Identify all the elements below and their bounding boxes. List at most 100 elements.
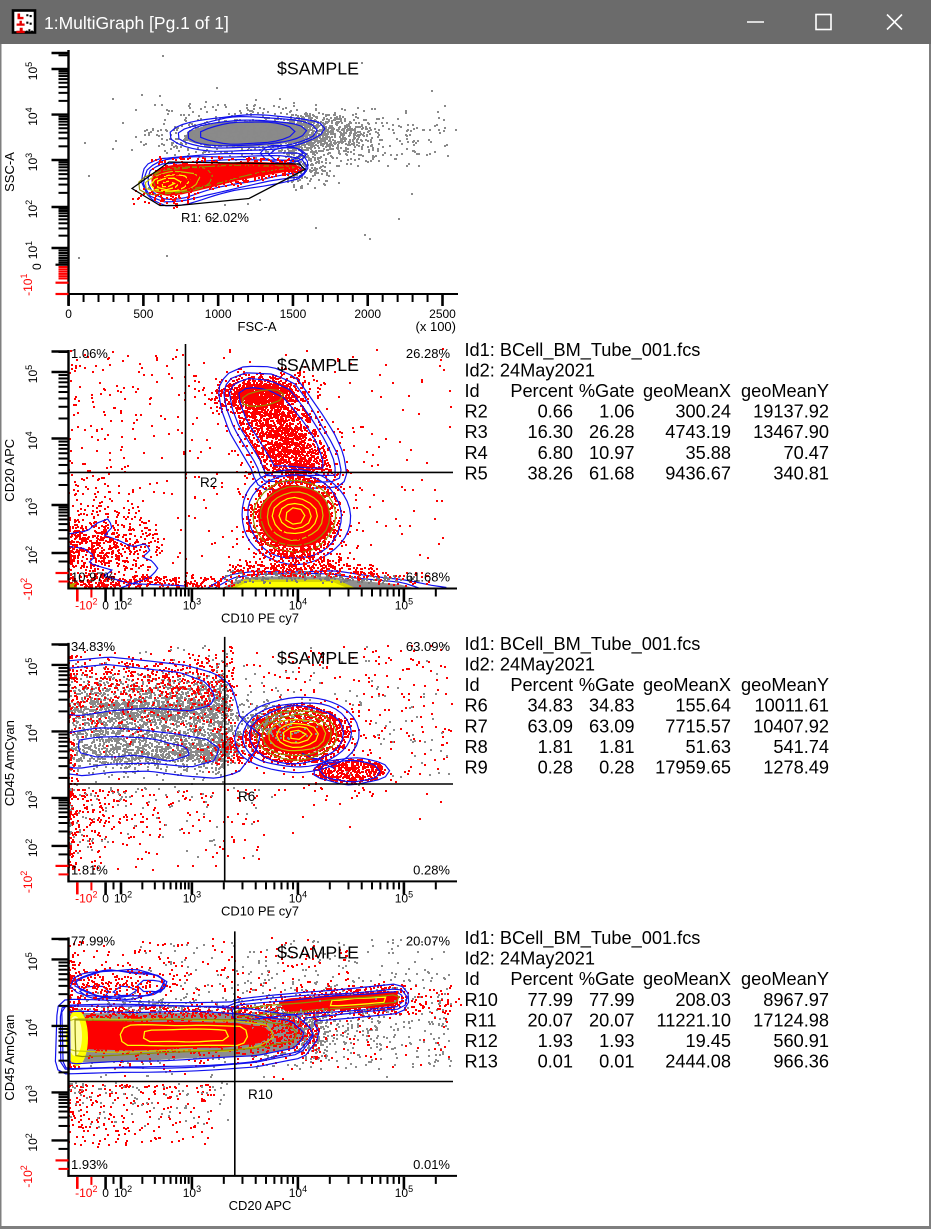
svg-text:Id1: BCell_BM_Tube_001.fcs: Id1: BCell_BM_Tube_001.fcs bbox=[465, 340, 701, 361]
svg-text:560.91: 560.91 bbox=[773, 1031, 829, 1051]
svg-text:CD10 PE cy7: CD10 PE cy7 bbox=[221, 611, 299, 626]
svg-text:Id: Id bbox=[465, 969, 480, 989]
svg-text:1278.49: 1278.49 bbox=[763, 758, 829, 778]
svg-text:102: 102 bbox=[24, 200, 40, 218]
svg-text:-102: -102 bbox=[75, 889, 97, 905]
svg-text:$SAMPLE: $SAMPLE bbox=[277, 648, 359, 668]
svg-text:102: 102 bbox=[114, 889, 132, 905]
svg-text:6.80: 6.80 bbox=[538, 443, 573, 463]
svg-text:1.93: 1.93 bbox=[599, 1031, 634, 1051]
svg-text:340.81: 340.81 bbox=[773, 463, 829, 483]
svg-text:105: 105 bbox=[24, 365, 40, 383]
svg-text:geoMeanY: geoMeanY bbox=[741, 381, 829, 401]
svg-text:966.36: 966.36 bbox=[773, 1052, 829, 1072]
svg-text:34.83%: 34.83% bbox=[71, 639, 116, 654]
svg-text:SSC-A: SSC-A bbox=[2, 152, 17, 192]
svg-text:R10: R10 bbox=[465, 990, 498, 1010]
svg-text:541.74: 541.74 bbox=[773, 737, 829, 757]
svg-text:R10: R10 bbox=[248, 1087, 273, 1102]
svg-text:4743.19: 4743.19 bbox=[665, 422, 731, 442]
svg-text:R1: 62.02%: R1: 62.02% bbox=[181, 210, 249, 225]
svg-text:77.99: 77.99 bbox=[527, 990, 573, 1010]
svg-text:1.81: 1.81 bbox=[599, 737, 634, 757]
svg-text:-102: -102 bbox=[19, 578, 35, 600]
svg-text:Percent: Percent bbox=[510, 969, 573, 989]
svg-text:103: 103 bbox=[183, 1184, 201, 1200]
svg-text:0: 0 bbox=[65, 307, 72, 321]
svg-text:34.83: 34.83 bbox=[589, 696, 635, 716]
svg-text:R4: R4 bbox=[465, 443, 488, 463]
svg-text:51.63: 51.63 bbox=[685, 737, 731, 757]
svg-text:103: 103 bbox=[183, 889, 201, 905]
svg-text:R11: R11 bbox=[465, 1010, 497, 1030]
svg-text:8967.97: 8967.97 bbox=[763, 990, 829, 1010]
svg-text:34.83: 34.83 bbox=[527, 696, 573, 716]
svg-text:R6: R6 bbox=[465, 696, 488, 716]
svg-text:-102: -102 bbox=[75, 1184, 97, 1200]
svg-text:CD20 APC: CD20 APC bbox=[2, 439, 17, 502]
svg-text:102: 102 bbox=[24, 839, 40, 857]
svg-text:geoMeanY: geoMeanY bbox=[741, 675, 829, 695]
svg-text:Id: Id bbox=[465, 381, 480, 401]
svg-text:1500: 1500 bbox=[280, 307, 307, 321]
svg-text:Id2: 24May2021: Id2: 24May2021 bbox=[465, 949, 595, 969]
svg-text:17959.65: 17959.65 bbox=[655, 758, 731, 778]
svg-text:208.03: 208.03 bbox=[675, 990, 731, 1010]
svg-text:-101: -101 bbox=[19, 274, 35, 296]
svg-text:61.68: 61.68 bbox=[589, 463, 635, 483]
svg-text:R7: R7 bbox=[465, 716, 488, 736]
svg-text:105: 105 bbox=[395, 597, 413, 613]
svg-text:105: 105 bbox=[24, 62, 40, 80]
svg-text:Id2: 24May2021: Id2: 24May2021 bbox=[465, 655, 595, 675]
svg-text:26.28: 26.28 bbox=[589, 422, 635, 442]
svg-text:R6: R6 bbox=[238, 789, 255, 804]
svg-text:63.09: 63.09 bbox=[589, 716, 635, 736]
svg-text:105: 105 bbox=[24, 952, 40, 970]
svg-text:38.26: 38.26 bbox=[527, 463, 573, 483]
svg-text:0.01: 0.01 bbox=[538, 1052, 573, 1072]
svg-text:105: 105 bbox=[395, 889, 413, 905]
svg-text:0.28: 0.28 bbox=[599, 758, 634, 778]
svg-text:2444.08: 2444.08 bbox=[665, 1052, 731, 1072]
svg-text:-102: -102 bbox=[19, 871, 35, 893]
svg-text:FSC-A: FSC-A bbox=[238, 319, 277, 334]
svg-text:500: 500 bbox=[133, 307, 153, 321]
svg-text:CD45 AmCyan: CD45 AmCyan bbox=[2, 720, 17, 806]
svg-text:104: 104 bbox=[24, 1019, 40, 1037]
svg-text:R12: R12 bbox=[465, 1031, 498, 1051]
svg-text:geoMeanX: geoMeanX bbox=[643, 675, 731, 695]
svg-text:R3: R3 bbox=[465, 422, 488, 442]
svg-text:geoMeanX: geoMeanX bbox=[643, 381, 731, 401]
svg-text:0.01: 0.01 bbox=[599, 1052, 634, 1072]
svg-text:9436.67: 9436.67 bbox=[665, 463, 731, 483]
svg-text:R9: R9 bbox=[465, 758, 488, 778]
svg-text:104: 104 bbox=[24, 431, 40, 449]
svg-text:103: 103 bbox=[24, 153, 40, 171]
svg-text:Id2: 24May2021: Id2: 24May2021 bbox=[465, 360, 595, 380]
svg-text:geoMeanY: geoMeanY bbox=[741, 969, 829, 989]
svg-text:20.07: 20.07 bbox=[589, 1010, 635, 1030]
svg-text:103: 103 bbox=[24, 1085, 40, 1103]
svg-text:0.66: 0.66 bbox=[538, 402, 573, 422]
svg-text:19.45: 19.45 bbox=[685, 1031, 731, 1051]
svg-text:63.09%: 63.09% bbox=[406, 639, 451, 654]
svg-text:63.09: 63.09 bbox=[527, 716, 573, 736]
svg-text:geoMeanX: geoMeanX bbox=[643, 969, 731, 989]
svg-text:20.07%: 20.07% bbox=[406, 933, 451, 948]
svg-text:%Gate: %Gate bbox=[579, 381, 635, 401]
svg-text:19137.92: 19137.92 bbox=[753, 402, 829, 422]
svg-text:Percent: Percent bbox=[510, 381, 573, 401]
svg-text:102: 102 bbox=[24, 1133, 40, 1151]
svg-text:20.07: 20.07 bbox=[527, 1010, 573, 1030]
svg-text:102: 102 bbox=[114, 597, 132, 613]
svg-text:CD10 PE cy7: CD10 PE cy7 bbox=[221, 903, 299, 918]
svg-text:%Gate: %Gate bbox=[579, 675, 635, 695]
svg-text:103: 103 bbox=[183, 597, 201, 613]
svg-text:10011.61: 10011.61 bbox=[754, 696, 829, 716]
svg-text:13467.90: 13467.90 bbox=[753, 422, 829, 442]
svg-text:70.47: 70.47 bbox=[783, 443, 829, 463]
svg-text:Id1: BCell_BM_Tube_001.fcs: Id1: BCell_BM_Tube_001.fcs bbox=[465, 928, 701, 949]
svg-text:61.68%: 61.68% bbox=[406, 570, 451, 585]
svg-text:CD20 APC: CD20 APC bbox=[229, 1198, 292, 1213]
svg-text:$SAMPLE: $SAMPLE bbox=[277, 942, 359, 962]
